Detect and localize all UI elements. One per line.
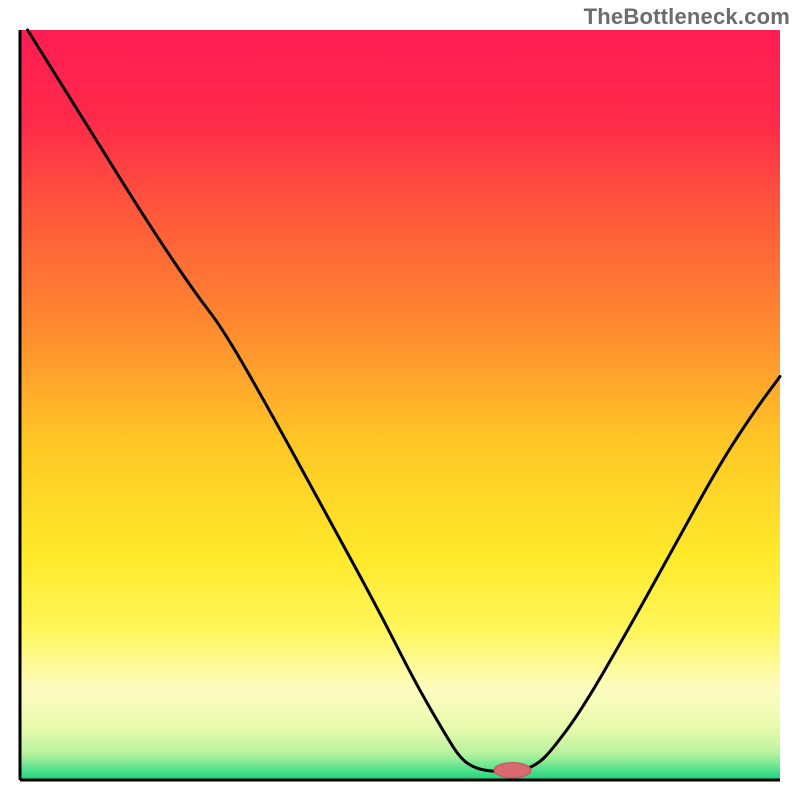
plot-background bbox=[20, 30, 780, 780]
optimal-marker bbox=[494, 763, 530, 778]
chart-container: TheBottleneck.com bbox=[0, 0, 800, 800]
bottleneck-chart bbox=[0, 0, 800, 800]
watermark-text: TheBottleneck.com bbox=[584, 4, 790, 30]
